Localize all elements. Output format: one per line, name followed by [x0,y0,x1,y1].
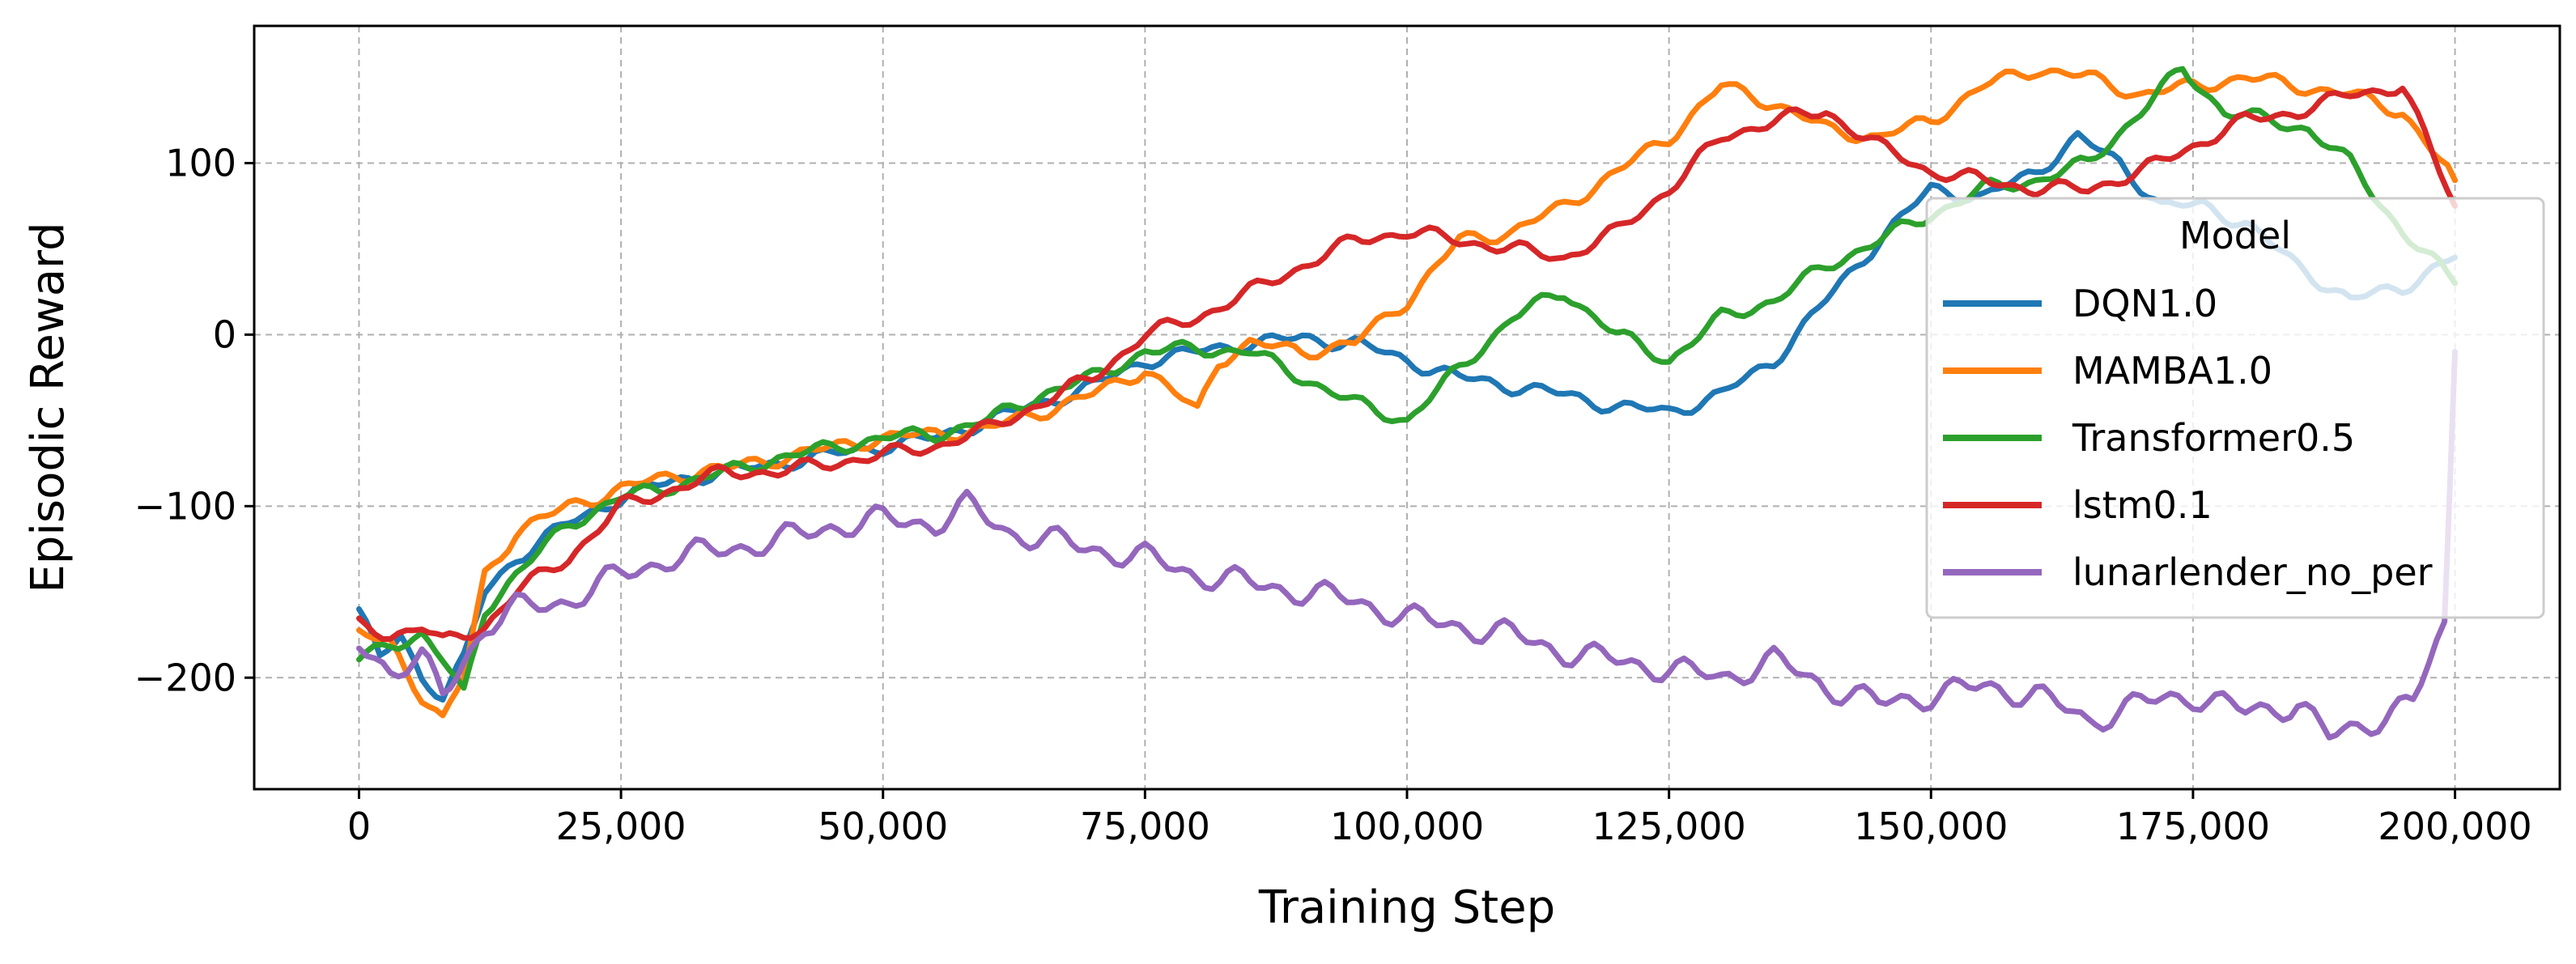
y-tick-label: 0 [213,312,236,356]
x-tick-label: 200,000 [2378,805,2531,848]
y-axis-title: Episodic Reward [22,222,74,592]
x-tick-label: 0 [347,805,371,848]
x-tick-label: 150,000 [1854,805,2008,848]
x-tick-label: 100,000 [1330,805,1484,848]
x-tick-label: 175,000 [2116,805,2270,848]
series-line-lunarlender-no-per [356,349,2458,741]
legend-label-dqn1-0: DQN1.0 [2072,282,2217,325]
legend: Model DQN1.0 MAMBA1.0 Transformer0.5 lstm0.… [1925,197,2545,619]
x-tick-label: 75,000 [1080,805,1210,848]
legend-label-mamba1-0: MAMBA1.0 [2072,349,2272,393]
series-line-dqn1-0 [356,130,2458,703]
legend-items: DQN1.0 MAMBA1.0 Transformer0.5 lstm0.1 lunar… [1943,282,2433,594]
legend-label-transformer0-5: Transformer0.5 [2072,416,2355,460]
series-line-transformer0-5 [356,66,2458,691]
series-line-mamba1-0 [356,67,2458,719]
series-line-lstm0-1 [356,85,2458,642]
legend-label-lstm0-1: lstm0.1 [2072,483,2213,527]
legend-box [1925,197,2545,619]
legend-title: Model [2179,214,2291,257]
x-axis-title: Training Step [1258,881,1555,934]
series-lines [356,66,2458,741]
y-tick-label: −100 [134,484,236,528]
y-tick-label: 100 [165,142,236,185]
x-axis-ticks: 0 25,000 50,000 75,000 100,000 125,000 150,000… [347,789,2532,848]
y-axis-ticks: −200 −100 0 100 [134,142,254,699]
x-tick-label: 125,000 [1592,805,1746,848]
x-tick-label: 50,000 [818,805,948,848]
y-tick-label: −200 [134,656,236,699]
x-tick-label: 25,000 [556,805,687,848]
legend-label-lunarlender-no-per: lunarlender_no_per [2072,550,2433,594]
